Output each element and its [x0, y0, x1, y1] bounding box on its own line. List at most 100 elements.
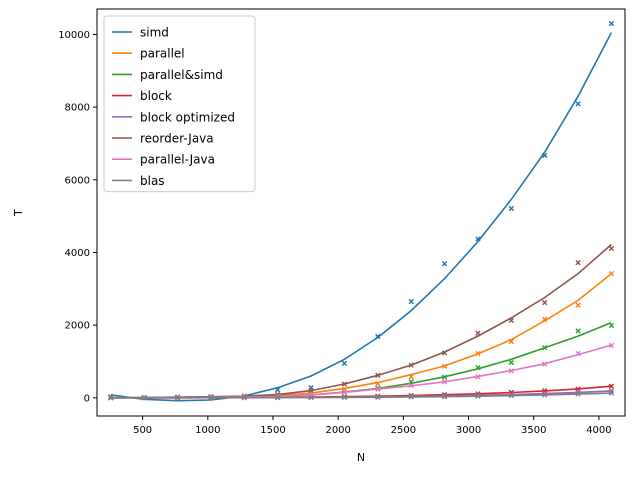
- x-axis-label: N: [357, 451, 365, 464]
- data-point: [308, 394, 314, 401]
- legend: simd parallel parallel&simd block block opti…: [103, 15, 256, 193]
- y-tick-label: 0: [84, 393, 90, 404]
- x-tick-label: 3000: [456, 425, 481, 436]
- data-point: [375, 333, 381, 340]
- legend-label: parallel-Java: [140, 153, 215, 167]
- series-line: [110, 321, 612, 399]
- data-point: [141, 395, 147, 401]
- series-parallel-simd: [108, 321, 615, 401]
- x-tick-label: 1000: [195, 425, 220, 436]
- series-line: [110, 243, 612, 399]
- legend-entry: block: [112, 89, 172, 103]
- data-point: [475, 374, 481, 380]
- data-point: [475, 236, 481, 242]
- data-point: [541, 152, 548, 159]
- plot-marks: [108, 20, 615, 402]
- x-tick-label: 2500: [391, 425, 416, 436]
- x-tick-label: 3500: [521, 425, 546, 436]
- data-point: [208, 395, 214, 401]
- data-point: [241, 394, 248, 401]
- legend-label: parallel: [140, 47, 185, 61]
- data-point: [608, 383, 615, 389]
- data-point: [508, 338, 515, 345]
- data-point: [608, 270, 615, 277]
- legend-label: blas: [140, 174, 165, 188]
- data-point: [575, 101, 581, 107]
- data-point: [341, 381, 348, 387]
- data-point: [108, 395, 114, 401]
- data-point: [608, 390, 615, 396]
- data-point: [508, 317, 515, 324]
- data-point: [575, 391, 581, 397]
- legend-entry: blas: [112, 174, 165, 188]
- y-tick-label: 4000: [65, 248, 90, 259]
- series-blas: [108, 390, 615, 401]
- series-line: [110, 392, 612, 399]
- data-point: [441, 374, 448, 380]
- axes-frame: [96, 8, 626, 417]
- data-point: [375, 380, 381, 387]
- data-point: [341, 360, 348, 367]
- legend-label: parallel&simd: [140, 68, 223, 82]
- series-reorder-java: [108, 243, 615, 401]
- legend-entry: parallel: [112, 47, 185, 61]
- data-point: [541, 392, 548, 398]
- data-point: [408, 298, 414, 305]
- legend-label: reorder-Java: [140, 132, 214, 146]
- data-point: [174, 395, 181, 401]
- data-point: [608, 322, 615, 329]
- data-point: [408, 374, 414, 380]
- data-point: [475, 393, 481, 399]
- data-point: [575, 259, 581, 266]
- data-point: [508, 392, 515, 399]
- x-tick-label: 4000: [586, 425, 611, 436]
- series-line: [110, 385, 612, 399]
- legend-entry: simd: [112, 26, 169, 40]
- x-tick-label: 1500: [260, 425, 285, 436]
- data-point: [274, 394, 281, 401]
- y-tick-label: 8000: [65, 103, 90, 114]
- data-point: [341, 394, 348, 401]
- data-point: [341, 389, 348, 396]
- y-tick-label: 10000: [58, 30, 90, 41]
- y-tick-label: 6000: [65, 175, 90, 186]
- legend-label: simd: [140, 26, 169, 40]
- x-tick-label: 500: [133, 425, 152, 436]
- legend-entry: reorder-Java: [112, 132, 214, 146]
- data-point: [308, 387, 314, 394]
- data-point: [274, 387, 281, 393]
- legend-entry: parallel-Java: [112, 153, 215, 167]
- y-axis-label: T: [12, 209, 25, 217]
- legend-box: [103, 15, 256, 193]
- data-point: [375, 372, 381, 378]
- y-axis: 0 2000 4000 6000 8000 10000: [58, 30, 97, 404]
- data-point: [408, 394, 414, 400]
- data-point: [541, 361, 548, 367]
- data-point: [441, 363, 448, 369]
- data-point: [375, 394, 381, 400]
- data-point: [441, 350, 448, 356]
- legend-entry: parallel&simd: [112, 68, 223, 82]
- data-point: [441, 393, 448, 400]
- x-axis: 500 1000 1500 2000 2500 3000 3500 4000: [133, 416, 612, 436]
- data-point: [575, 350, 581, 357]
- data-point: [575, 302, 581, 308]
- legend-label: block optimized: [140, 110, 235, 124]
- series-parallel: [108, 270, 615, 401]
- series-line: [110, 32, 613, 402]
- data-point: [408, 362, 414, 368]
- data-point: [375, 386, 381, 392]
- data-point: [508, 359, 515, 366]
- data-point: [441, 379, 448, 385]
- x-tick-label: 2000: [325, 425, 350, 436]
- data-point: [541, 316, 548, 323]
- y-tick-label: 2000: [65, 321, 90, 332]
- data-point: [475, 350, 481, 357]
- data-point: [541, 299, 548, 306]
- data-point: [508, 205, 515, 212]
- data-point: [608, 342, 615, 349]
- data-point: [475, 364, 481, 371]
- data-point: [608, 245, 615, 252]
- data-point: [475, 330, 481, 336]
